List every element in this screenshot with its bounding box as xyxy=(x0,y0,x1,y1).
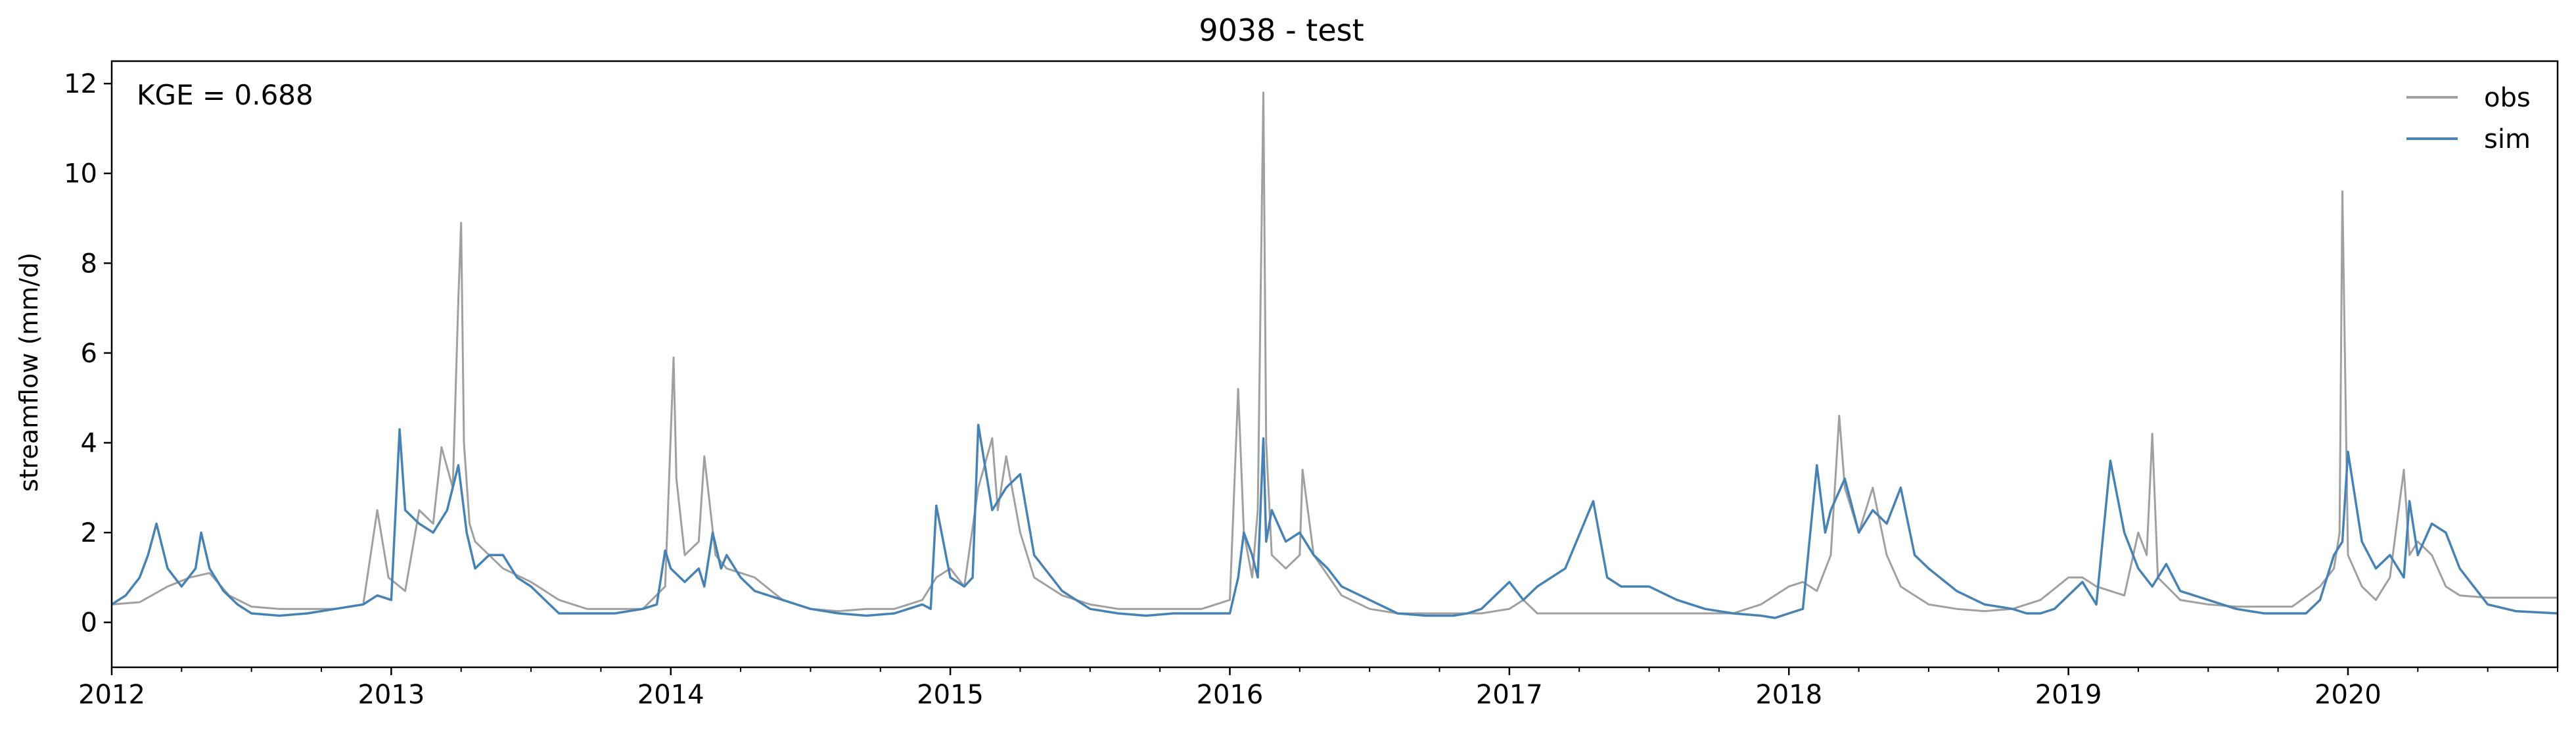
x-tick-label: 2019 xyxy=(2035,680,2102,710)
series-line-sim xyxy=(112,423,2558,619)
x-tick-label: 2016 xyxy=(1197,680,1264,710)
x-axis-ticks: 2012 2013 2014 2015 2016 2017 2018 2019 2020 xyxy=(78,667,2558,710)
y-axis-label: streamflow (mm/d) xyxy=(14,252,43,492)
legend: obs sim xyxy=(2406,83,2531,154)
y-tick-label: 12 xyxy=(64,69,97,99)
x-tick-label: 2015 xyxy=(917,680,984,710)
y-tick-label: 0 xyxy=(81,608,97,638)
y-tick-label: 8 xyxy=(81,249,97,279)
x-tick-label: 2017 xyxy=(1476,680,1543,710)
y-axis-ticks: 0 2 4 6 8 10 12 xyxy=(64,69,112,638)
legend-label-sim: sim xyxy=(2484,124,2531,154)
x-tick-label: 2020 xyxy=(2314,680,2381,710)
y-tick-label: 10 xyxy=(64,159,97,189)
kge-annotation: KGE = 0.688 xyxy=(137,79,313,111)
series-layer xyxy=(112,91,2558,619)
x-tick-label: 2013 xyxy=(357,680,425,710)
y-tick-label: 2 xyxy=(81,518,97,548)
y-tick-label: 4 xyxy=(81,429,97,459)
chart-title: 9038 - test xyxy=(1199,12,1364,48)
x-tick-label: 2014 xyxy=(637,680,704,710)
plot-frame xyxy=(110,60,2559,669)
legend-label-obs: obs xyxy=(2484,83,2531,113)
x-tick-label: 2012 xyxy=(78,680,145,710)
y-tick-label: 6 xyxy=(81,339,97,369)
series-line-obs xyxy=(112,91,2558,615)
x-tick-label: 2018 xyxy=(1755,680,1822,710)
